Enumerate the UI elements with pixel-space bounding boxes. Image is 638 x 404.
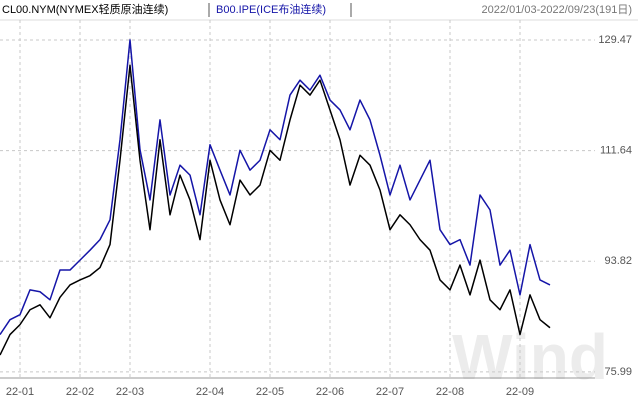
legend-entry: CL00.NYM(NYMEX轻质原油连续): [2, 2, 168, 16]
x-tick-label: 22-04: [196, 386, 224, 398]
x-tick-label: 22-03: [116, 386, 144, 398]
x-tick-label: 22-05: [256, 386, 284, 398]
watermark: Wind: [452, 321, 608, 393]
y-tick-label: 75.99: [604, 366, 632, 378]
y-tick-label: 111.64: [600, 145, 632, 157]
x-tick-label: 22-07: [376, 386, 404, 398]
y-tick-label: 129.47: [598, 34, 632, 46]
x-tick-label: 22-09: [506, 386, 534, 398]
x-tick-label: 22-02: [66, 386, 94, 398]
legend-entry: B00.IPE(ICE布油连续): [216, 2, 326, 16]
date-range: 2022/01/03-2022/09/23(191日): [482, 4, 632, 16]
y-tick-label: 93.82: [604, 255, 632, 267]
x-tick-label: 22-08: [436, 386, 464, 398]
series-line: [0, 64, 551, 356]
x-tick-label: 22-06: [316, 386, 344, 398]
x-tick-label: 22-01: [6, 386, 34, 398]
series-line: [0, 39, 551, 335]
